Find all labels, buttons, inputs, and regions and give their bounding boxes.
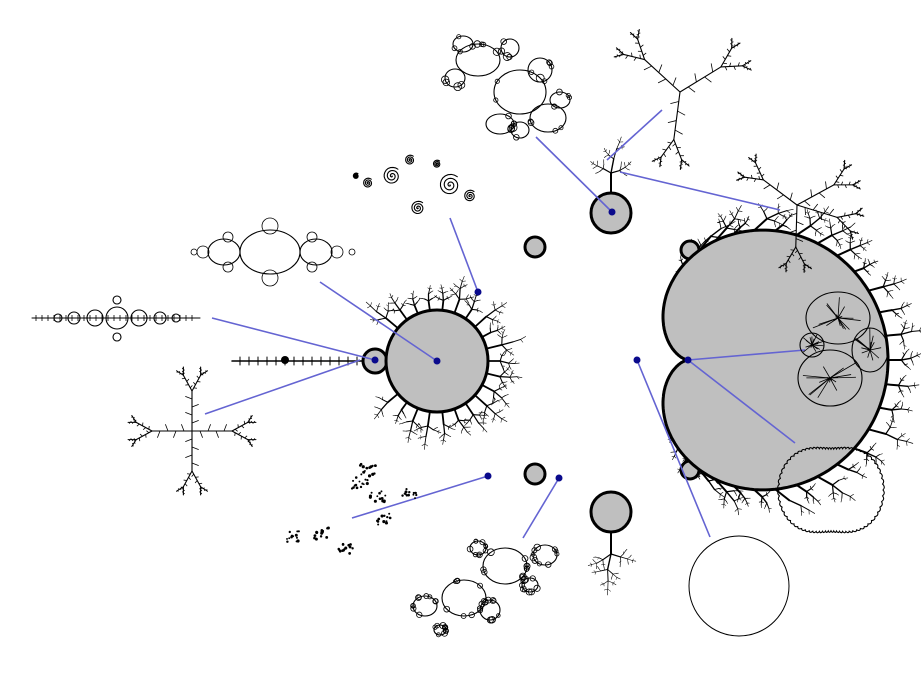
connectors [204,109,806,539]
sample-point-period-four [371,356,379,364]
sample-points [371,208,692,482]
sample-point-circle [633,356,641,364]
julia-period-four [31,295,201,342]
sample-point-cusp [684,356,692,364]
julia-tip-dendrite [127,366,257,496]
lower-period-three-bulb [589,490,633,534]
julia-cauliflower [777,446,885,534]
sample-point-seahorse [474,288,482,296]
connector-basilica [319,281,438,362]
sample-point-basilica [433,357,441,365]
connector-seahorse [449,217,479,293]
connector-cauliflower [687,359,796,444]
julia-cantor-dust [286,462,418,555]
sample-point-rabbit [608,208,616,216]
connector-dendrite-right [619,171,781,211]
julia-seahorse-spirals [352,154,475,215]
mandelbrot-set [231,136,921,596]
julia-dendrite-top [613,29,752,170]
connector-siegel [522,477,560,539]
connector-tip [204,359,361,415]
julia-circle [688,535,790,637]
julia-douady-rabbit [441,34,572,141]
connector-elephant [687,349,806,361]
julia-period-two-basilica [190,217,356,287]
main-cardioid [661,228,890,492]
julia-siegel-lobes [410,538,560,638]
lower-left-bulb [523,462,547,486]
upper-left-bulb [523,235,547,259]
connector-rabbit [535,136,613,213]
sample-point-cantor-dust [484,472,492,480]
julia-dendrite-right [736,153,865,273]
connector-dendrite-top [606,109,663,161]
sample-point-siegel [555,474,563,482]
connector-period-four [211,317,376,361]
julia-elephant-valley [797,291,889,407]
connector-circle [636,359,711,538]
connector-cantor-dust [351,475,489,519]
